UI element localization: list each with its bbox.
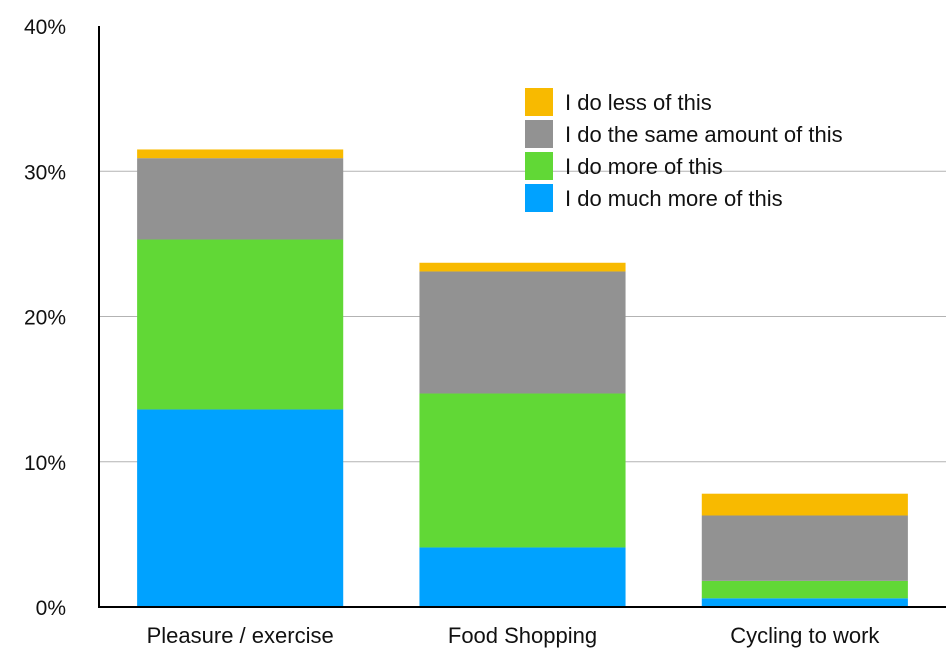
bar-pleasure-exercise-i-do-the-same-amount-of-this [137,158,344,240]
y-tick-label: 0% [36,597,66,620]
bar-food-shopping-i-do-more-of-this [419,393,626,548]
legend-label-i-do-more-of-this: I do more of this [565,154,723,179]
bar-pleasure-exercise-i-do-more-of-this [137,239,344,410]
bar-pleasure-exercise-i-do-much-more-of-this [137,409,344,607]
bar-cycling-to-work-i-do-much-more-of-this [701,598,908,607]
bar-food-shopping-i-do-less-of-this [419,262,626,272]
bar-food-shopping-i-do-the-same-amount-of-this [419,271,626,394]
category-label-pleasure-exercise: Pleasure / exercise [147,623,334,648]
legend: I do less of this I do the same amount of… [525,88,843,212]
legend-swatch-i-do-more-of-this [525,152,553,180]
legend-label-i-do-the-same-amount-of-this: I do the same amount of this [565,122,843,147]
bar-cycling-to-work-i-do-more-of-this [701,580,908,599]
legend-swatch-i-do-the-same-amount-of-this [525,120,553,148]
category-label-food-shopping: Food Shopping [448,623,597,648]
y-tick-label: 20% [24,307,66,330]
legend-label-i-do-much-more-of-this: I do much more of this [565,186,783,211]
y-tick-labels: 0% 10% 20% 30% 40% [24,16,66,620]
bar-cycling-to-work-i-do-less-of-this [701,493,908,516]
legend-swatch-i-do-less-of-this [525,88,553,116]
bars [137,149,908,607]
legend-swatch-i-do-much-more-of-this [525,184,553,212]
category-label-cycling-to-work: Cycling to work [730,623,880,648]
bar-cycling-to-work-i-do-the-same-amount-of-this [701,515,908,581]
axes [98,26,946,608]
legend-label-i-do-less-of-this: I do less of this [565,90,712,115]
bar-food-shopping-i-do-much-more-of-this [419,547,626,607]
category-labels: Pleasure / exercise Food Shopping Cycling … [147,623,881,648]
y-tick-label: 40% [24,16,66,39]
y-tick-label: 30% [24,161,66,184]
bar-pleasure-exercise-i-do-less-of-this [137,149,344,159]
y-tick-label: 10% [24,452,66,475]
